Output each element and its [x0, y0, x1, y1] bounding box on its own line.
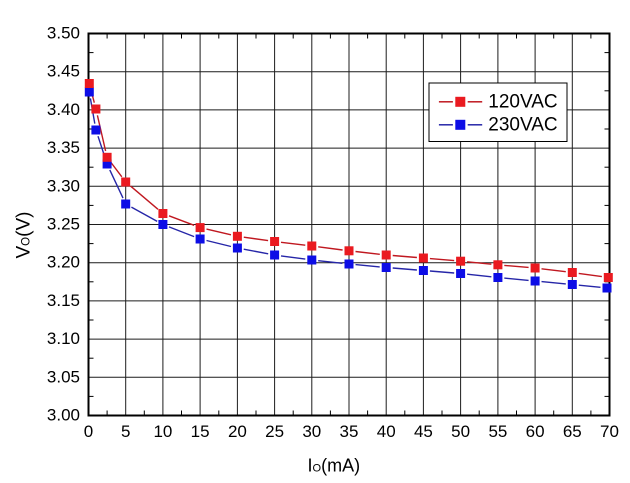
svg-text:3.50: 3.50 — [47, 24, 80, 43]
svg-text:3.05: 3.05 — [47, 367, 80, 386]
svg-text:30: 30 — [302, 422, 321, 441]
svg-text:3.25: 3.25 — [47, 215, 80, 234]
svg-text:65: 65 — [563, 422, 582, 441]
svg-text:VO(V): VO(V) — [14, 212, 35, 259]
svg-text:3.15: 3.15 — [47, 291, 80, 310]
svg-text:IO(mA): IO(mA) — [308, 456, 361, 476]
svg-text:3.45: 3.45 — [47, 62, 80, 81]
svg-text:3.20: 3.20 — [47, 253, 80, 272]
svg-text:50: 50 — [451, 422, 470, 441]
svg-text:15: 15 — [191, 422, 210, 441]
svg-text:0: 0 — [84, 422, 93, 441]
svg-text:3.00: 3.00 — [47, 406, 80, 425]
svg-text:3.40: 3.40 — [47, 100, 80, 119]
svg-text:120VAC: 120VAC — [488, 92, 557, 113]
svg-text:60: 60 — [526, 422, 545, 441]
svg-text:5: 5 — [121, 422, 130, 441]
svg-text:10: 10 — [153, 422, 172, 441]
svg-text:230VAC: 230VAC — [488, 115, 557, 136]
svg-text:25: 25 — [265, 422, 284, 441]
svg-text:35: 35 — [340, 422, 359, 441]
svg-text:45: 45 — [414, 422, 433, 441]
svg-text:3.10: 3.10 — [47, 329, 80, 348]
svg-text:3.35: 3.35 — [47, 138, 80, 157]
svg-text:40: 40 — [377, 422, 396, 441]
svg-text:70: 70 — [600, 422, 619, 441]
svg-text:3.30: 3.30 — [47, 176, 80, 195]
svg-text:20: 20 — [228, 422, 247, 441]
svg-text:55: 55 — [488, 422, 507, 441]
